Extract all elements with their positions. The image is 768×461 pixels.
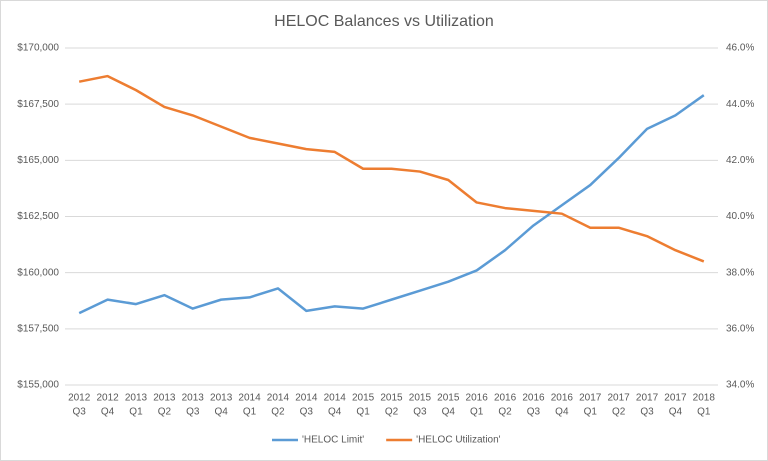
- x-tick-label: 2014: [324, 393, 347, 404]
- x-tick-label: 2015: [380, 393, 403, 404]
- x-tick-label: 2015: [437, 393, 460, 404]
- x-tick-label: Q1: [470, 407, 484, 418]
- x-tick-label: 2014: [295, 393, 318, 404]
- x-tick-label: 2016: [551, 393, 574, 404]
- x-tick-label: Q4: [442, 407, 456, 418]
- x-tick-label: 2014: [238, 393, 261, 404]
- y-tick-label: $170,000: [17, 43, 59, 54]
- x-tick-label: 2013: [210, 393, 233, 404]
- x-tick-label: Q1: [584, 407, 598, 418]
- x-tick-label: 2017: [636, 393, 659, 404]
- y-tick-label: $160,000: [17, 267, 59, 278]
- x-tick-label: Q4: [669, 407, 683, 418]
- x-tick-label: Q2: [271, 407, 285, 418]
- x-tick-label: Q1: [129, 407, 143, 418]
- series-line: [78, 94, 705, 315]
- x-tick-label: 2014: [267, 393, 290, 404]
- x-tick-label: 2015: [409, 393, 432, 404]
- y2-tick-label: 42.0%: [726, 155, 754, 166]
- x-tick-label: Q3: [300, 407, 314, 418]
- x-tick-label: 2017: [579, 393, 602, 404]
- x-tick-label: Q3: [527, 407, 541, 418]
- x-tick-label: 2012: [96, 393, 119, 404]
- x-tick-label: 2013: [125, 393, 148, 404]
- x-tick-label: Q2: [612, 407, 626, 418]
- x-tick-label: Q3: [73, 407, 87, 418]
- x-tick-label: Q3: [186, 407, 200, 418]
- y2-tick-label: 44.0%: [726, 99, 754, 110]
- x-tick-label: 2013: [153, 393, 176, 404]
- y-tick-label: $167,500: [17, 99, 59, 110]
- y2-tick-label: 46.0%: [726, 43, 754, 54]
- x-tick-label: 2012: [68, 393, 91, 404]
- x-tick-label: Q3: [640, 407, 654, 418]
- chart-title: HELOC Balances vs Utilization: [274, 13, 494, 30]
- x-tick-label: Q4: [328, 407, 342, 418]
- x-tick-label: Q1: [697, 407, 711, 418]
- x-tick-label: Q1: [243, 407, 257, 418]
- series-line: [78, 74, 705, 263]
- y2-tick-label: 40.0%: [726, 211, 754, 222]
- y-tick-label: $162,500: [17, 211, 59, 222]
- x-tick-label: 2016: [466, 393, 489, 404]
- x-tick-label: 2016: [522, 393, 545, 404]
- y-tick-label: $157,500: [17, 323, 59, 334]
- y2-tick-label: 38.0%: [726, 267, 754, 278]
- x-tick-label: Q1: [356, 407, 370, 418]
- y2-tick-label: 36.0%: [726, 323, 754, 334]
- x-tick-label: Q4: [555, 407, 569, 418]
- x-tick-label: Q2: [385, 407, 399, 418]
- x-tick-label: 2018: [693, 393, 716, 404]
- x-tick-label: Q4: [214, 407, 228, 418]
- x-tick-label: Q2: [158, 407, 172, 418]
- x-tick-label: 2017: [664, 393, 687, 404]
- y-tick-label: $165,000: [17, 155, 59, 166]
- x-tick-label: Q3: [413, 407, 427, 418]
- x-tick-label: 2017: [608, 393, 631, 404]
- x-tick-label: 2015: [352, 393, 375, 404]
- x-tick-label: Q2: [498, 407, 512, 418]
- y-tick-label: $155,000: [17, 380, 59, 391]
- legend-label: 'HELOC Utilization': [416, 435, 500, 446]
- x-tick-label: 2013: [182, 393, 205, 404]
- x-tick-label: Q4: [101, 407, 115, 418]
- y2-tick-label: 34.0%: [726, 380, 754, 391]
- legend-label: 'HELOC Limit': [302, 435, 364, 446]
- x-tick-label: 2016: [494, 393, 517, 404]
